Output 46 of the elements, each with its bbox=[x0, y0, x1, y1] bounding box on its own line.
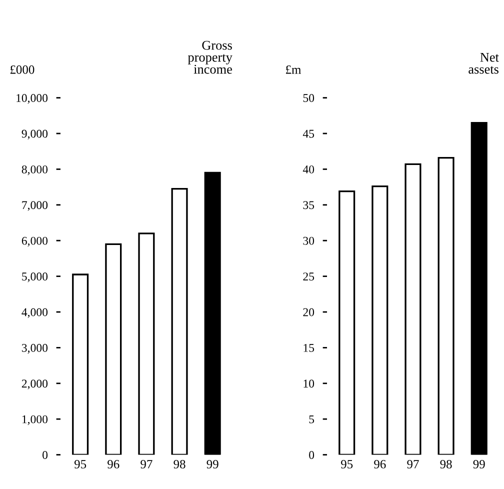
chart-title: Gross property income bbox=[188, 40, 232, 74]
y-tick-label: 8,000 bbox=[22, 165, 48, 176]
y-tick-label: 5,000 bbox=[22, 272, 48, 282]
y-tick-label: 6,000 bbox=[22, 236, 48, 246]
x-tick-label: 99 bbox=[206, 460, 218, 468]
x-tick-label: 95 bbox=[74, 460, 86, 468]
y-tick-label: 10 bbox=[304, 380, 314, 388]
y-tick-label: 9,000 bbox=[22, 130, 48, 140]
bar bbox=[72, 274, 89, 455]
y-tick-label: 45 bbox=[302, 130, 314, 138]
y-tick-label: 5 bbox=[309, 415, 314, 424]
x-tick-label: 97 bbox=[407, 460, 419, 468]
bar bbox=[105, 243, 122, 455]
y-axis-title: £m bbox=[286, 65, 302, 74]
y-tick-label: 2,000 bbox=[22, 380, 48, 390]
x-tick-label: 97 bbox=[140, 460, 152, 468]
y-tick-label: 0 bbox=[309, 451, 314, 459]
x-tick-label: 96 bbox=[108, 460, 120, 468]
y-tick-label: 0 bbox=[42, 451, 48, 459]
y-tick-label: 15 bbox=[304, 344, 314, 352]
bar bbox=[171, 188, 188, 455]
chart-title: Net assets bbox=[468, 52, 499, 74]
y-axis-title: £000 bbox=[10, 65, 34, 74]
bar bbox=[204, 172, 221, 455]
y-tick-label: 40 bbox=[302, 165, 314, 174]
x-tick-label: 98 bbox=[174, 460, 186, 468]
x-tick-label: 98 bbox=[440, 460, 452, 468]
bar bbox=[438, 156, 454, 455]
x-tick-label: 95 bbox=[341, 460, 353, 468]
y-tick-label: 7,000 bbox=[22, 201, 48, 211]
bar bbox=[470, 122, 488, 455]
bar bbox=[372, 185, 388, 455]
y-tick-label: 4,000 bbox=[22, 308, 48, 318]
bar bbox=[138, 232, 155, 455]
y-tick-label: 3,000 bbox=[22, 344, 48, 354]
y-tick-label: 25 bbox=[303, 272, 314, 280]
bar bbox=[338, 190, 356, 455]
y-tick-label: 35 bbox=[303, 201, 314, 210]
y-tick-label: 20 bbox=[303, 308, 314, 316]
bar bbox=[404, 163, 422, 455]
x-tick-label: 99 bbox=[473, 460, 485, 468]
y-tick-label: 1,000 bbox=[22, 415, 48, 425]
y-tick-label: 50 bbox=[303, 94, 314, 102]
y-tick-label: 30 bbox=[303, 236, 314, 245]
y-tick-label: 10,000 bbox=[16, 94, 48, 104]
x-tick-label: 96 bbox=[374, 460, 386, 468]
